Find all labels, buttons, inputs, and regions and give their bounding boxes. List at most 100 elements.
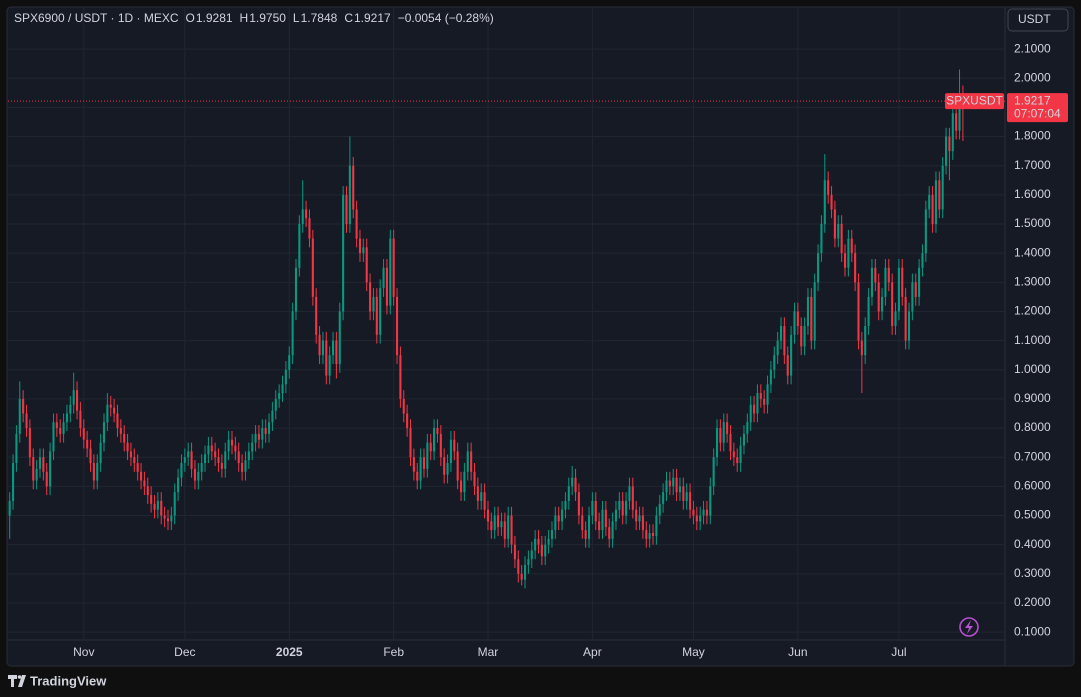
x-tick-label: May — [682, 645, 705, 659]
candle-body — [520, 573, 523, 580]
candle-body — [820, 224, 823, 254]
candle-body — [655, 515, 658, 536]
candle-body — [308, 218, 311, 239]
candle-body — [321, 340, 324, 356]
candle-body — [153, 503, 156, 510]
candle-body — [453, 439, 456, 452]
candle-body — [901, 267, 904, 297]
candle-body — [305, 209, 308, 219]
candle-body — [348, 165, 351, 225]
candle-body — [914, 282, 917, 297]
candle-body — [109, 404, 112, 408]
candle-body — [746, 422, 749, 434]
candle-body — [49, 451, 52, 487]
candle-body — [409, 428, 412, 458]
y-tick-label: 2.1000 — [1014, 41, 1051, 55]
candle-body — [894, 311, 897, 327]
candle-body — [692, 509, 695, 516]
candle-body — [123, 433, 126, 443]
candle-body — [426, 442, 429, 469]
candle-body — [631, 486, 634, 510]
candle-body — [806, 296, 810, 327]
y-tick-label: 0.4000 — [1014, 537, 1051, 551]
brand[interactable]: TradingView — [30, 673, 107, 688]
candle-body — [938, 180, 941, 210]
ohlc-key: O — [186, 11, 195, 25]
candle-body — [486, 509, 490, 522]
ohlc-key: C — [344, 11, 353, 25]
ohlc-value: 1.9750 — [249, 11, 286, 25]
logo-mark[interactable] — [8, 675, 26, 687]
candle-body — [507, 515, 510, 539]
icon-bolt[interactable] — [965, 620, 973, 634]
unit-box[interactable] — [1007, 8, 1069, 32]
axis-unit[interactable]: USDT — [1018, 12, 1051, 26]
icon-ring[interactable] — [959, 617, 979, 637]
candle-body — [753, 404, 756, 414]
candle-body — [166, 518, 170, 522]
candle-body — [662, 492, 665, 504]
candle-body — [187, 451, 190, 458]
candle-body — [456, 451, 459, 481]
candle-body — [399, 355, 402, 399]
candle-body — [867, 296, 870, 327]
candle-body — [32, 457, 35, 481]
ohlc-value: 1.9217 — [354, 11, 391, 25]
x-tick-label: Dec — [174, 645, 195, 659]
lightning-icon[interactable] — [959, 617, 979, 637]
candle-body — [345, 194, 348, 225]
price-tag — [1007, 93, 1068, 123]
candle-body — [786, 355, 789, 376]
candle-body — [160, 500, 163, 516]
candle-body — [449, 439, 452, 464]
candle-body — [672, 477, 675, 487]
candle-body — [581, 515, 584, 531]
candle-body — [776, 340, 779, 356]
candle-body — [8, 500, 11, 516]
x-tick-label: 2025 — [276, 645, 303, 659]
candle-body — [18, 398, 21, 434]
candle-body — [150, 495, 153, 504]
candle-body — [864, 326, 867, 356]
x-tick-label: Apr — [583, 645, 602, 659]
candle-body — [419, 457, 422, 481]
candle-body — [25, 413, 28, 429]
ohlc-key: L — [293, 11, 300, 25]
candle-body — [271, 410, 274, 423]
candle-body — [897, 267, 900, 312]
candle-body — [217, 457, 220, 464]
candle-body — [116, 413, 119, 429]
candle-body — [402, 398, 405, 414]
candle-body — [443, 457, 446, 475]
candle-body — [251, 442, 254, 452]
candle-body — [800, 326, 803, 347]
candle-body — [291, 311, 294, 356]
candle-body — [267, 422, 271, 434]
logo-dot[interactable] — [17, 675, 22, 679]
candle-body — [934, 180, 937, 225]
change: −0.0054 (−0.28%) — [398, 11, 494, 25]
y-tick-label: 1.5000 — [1014, 216, 1051, 230]
candle-body — [779, 326, 783, 341]
overlay: SPX6900 / USDT · 1D · MEXC O 1.9281 H 1.9750… — [8, 11, 1068, 659]
candle-body — [463, 471, 466, 493]
candle-body — [214, 451, 217, 458]
candle-body — [490, 521, 493, 531]
candle-body — [89, 448, 92, 464]
candle-body — [803, 326, 806, 347]
candle-body — [62, 422, 65, 434]
candle-body — [369, 282, 372, 312]
candle-body — [156, 500, 159, 510]
candle-body — [143, 480, 146, 487]
candle-body — [854, 253, 857, 283]
candle-body — [904, 296, 907, 341]
candle-body — [907, 311, 911, 341]
candle-body — [45, 471, 48, 487]
chart-frame — [6, 6, 1075, 667]
brand-logo[interactable] — [8, 675, 26, 687]
candle-body — [793, 311, 796, 335]
candle-body — [847, 238, 850, 268]
y-tick-label: 0.2000 — [1014, 595, 1051, 609]
candle-body — [598, 521, 601, 531]
candle-body — [315, 296, 318, 335]
